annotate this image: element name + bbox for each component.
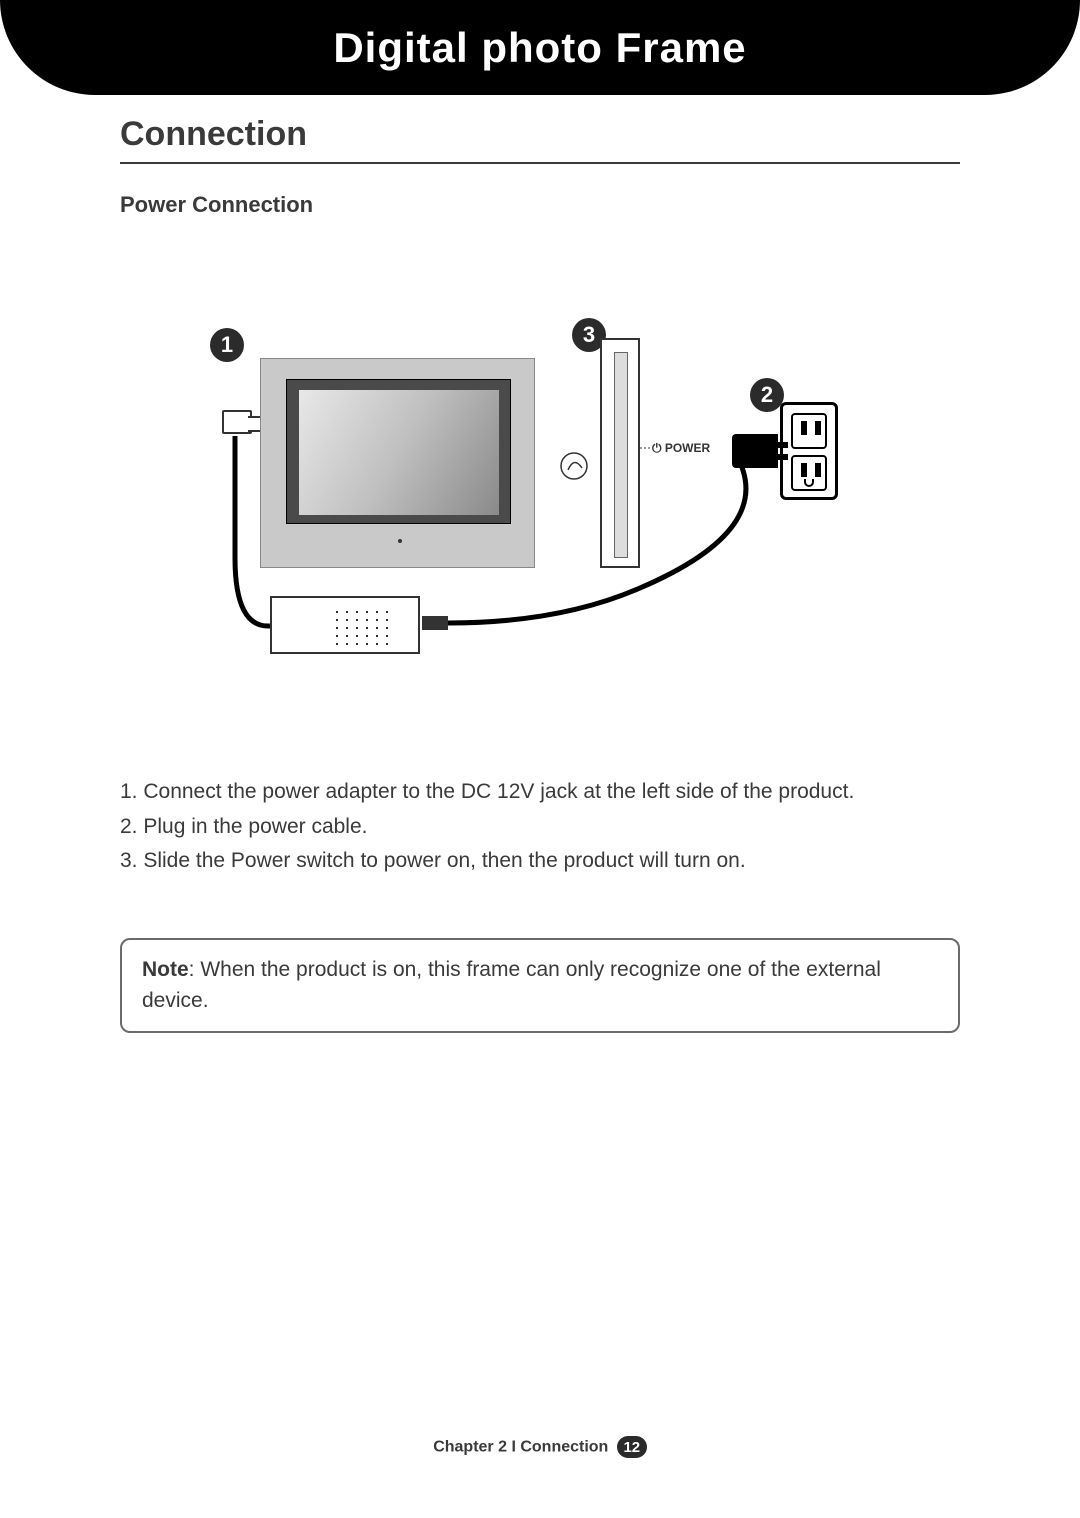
callout-2: 2 [750,378,784,412]
photo-frame-illustration [260,358,535,568]
power-adapter-illustration [270,596,420,654]
instruction-step-1: 1. Connect the power adapter to the DC 1… [120,776,960,809]
note-text: : When the product is on, this frame can… [142,958,881,1013]
section-heading: Connection [120,115,960,164]
footer-chapter: Chapter 2 I Connection [433,1439,608,1456]
instruction-step-3: 3. Slide the Power switch to power on, t… [120,845,960,878]
adapter-output-jack [422,616,448,630]
header-banner: Digital photo Frame [0,0,1080,95]
power-connection-diagram: 1 3 2 ⏻ POWER [120,258,960,738]
footer-page-badge: 12 [617,1436,647,1458]
photo-frame-bezel [286,379,511,524]
instructions-list: 1. Connect the power adapter to the DC 1… [120,776,960,878]
header-title: Digital photo Frame [333,24,746,72]
note-label: Note [142,958,189,981]
side-panel-slot [614,352,628,558]
power-plug-icon [732,434,778,468]
note-box: Note: When the product is on, this frame… [120,938,960,1033]
instruction-step-2: 2. Plug in the power cable. [120,811,960,844]
adapter-vents [332,608,392,646]
outlet-socket-top [791,413,827,449]
page-content: Connection Power Connection 1 3 2 [120,115,960,1033]
dc-plug-icon [222,410,252,434]
page-footer: Chapter 2 I Connection 12 [0,1436,1080,1458]
photo-frame-screen [299,390,499,515]
callout-1: 1 [210,328,244,362]
outlet-socket-bottom [791,455,827,491]
power-label: ⏻ POWER [652,441,710,456]
photo-frame-button-dot [398,539,402,543]
wall-outlet-illustration [780,402,838,500]
subsection-heading: Power Connection [120,192,960,218]
side-panel-illustration [600,338,640,568]
